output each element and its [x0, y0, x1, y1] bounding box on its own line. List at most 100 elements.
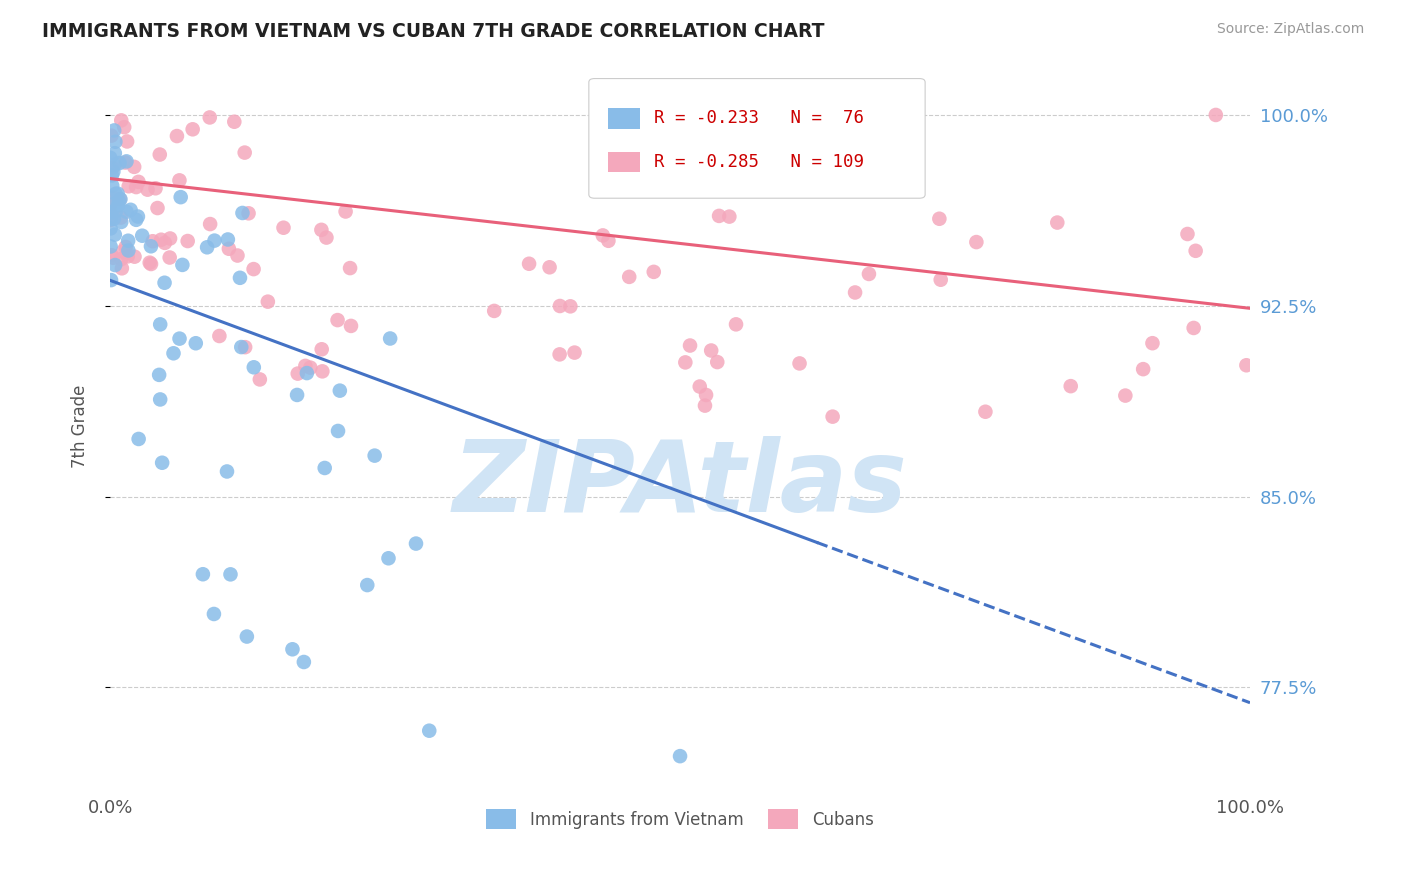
- Point: [101, 161, 124, 175]
- Point: [198, 111, 221, 125]
- Point: [273, 220, 295, 235]
- Point: [100, 239, 122, 253]
- Point: [98, 151, 121, 165]
- Point: [204, 234, 226, 248]
- Point: [159, 251, 181, 265]
- Point: [150, 233, 173, 247]
- Point: [110, 215, 132, 229]
- Point: [928, 211, 950, 226]
- Point: [208, 329, 231, 343]
- Point: [242, 262, 264, 277]
- Point: [107, 198, 129, 212]
- Point: [707, 209, 730, 223]
- Point: [517, 257, 540, 271]
- Point: [281, 642, 304, 657]
- Point: [150, 456, 173, 470]
- Point: [198, 217, 221, 231]
- Point: [104, 258, 127, 272]
- Point: [111, 244, 134, 259]
- Point: [356, 578, 378, 592]
- Point: [100, 206, 122, 220]
- Point: [105, 203, 128, 218]
- Point: [1114, 388, 1136, 402]
- Point: [166, 129, 188, 144]
- Point: [215, 465, 238, 479]
- Point: [821, 409, 844, 424]
- Point: [101, 197, 124, 211]
- Point: [128, 432, 150, 446]
- Point: [117, 234, 139, 248]
- Point: [104, 227, 127, 242]
- Point: [548, 299, 571, 313]
- Point: [120, 202, 142, 217]
- Point: [238, 206, 260, 220]
- Point: [965, 235, 987, 249]
- Point: [418, 723, 440, 738]
- Point: [162, 346, 184, 360]
- Point: [484, 304, 506, 318]
- Point: [104, 186, 127, 201]
- Point: [148, 368, 170, 382]
- Point: [844, 285, 866, 300]
- Point: [170, 190, 193, 204]
- Point: [125, 212, 148, 227]
- Point: [108, 192, 131, 206]
- Point: [104, 135, 127, 149]
- Point: [669, 749, 692, 764]
- Point: [142, 234, 165, 248]
- Point: [100, 128, 122, 143]
- Point: [122, 160, 145, 174]
- Point: [139, 257, 162, 271]
- Point: [598, 234, 620, 248]
- Point: [100, 205, 122, 219]
- Point: [110, 113, 132, 128]
- Point: [145, 181, 167, 195]
- Point: [103, 211, 125, 226]
- Point: [112, 120, 135, 135]
- Point: [159, 231, 181, 245]
- Point: [125, 180, 148, 194]
- Point: [679, 338, 702, 352]
- FancyBboxPatch shape: [609, 108, 640, 128]
- Point: [131, 228, 153, 243]
- Point: [326, 313, 349, 327]
- Legend: Immigrants from Vietnam, Cubans: Immigrants from Vietnam, Cubans: [479, 803, 880, 835]
- Point: [340, 318, 363, 333]
- Point: [643, 181, 665, 195]
- Point: [103, 251, 125, 265]
- Point: [1046, 216, 1069, 230]
- Point: [101, 169, 124, 183]
- Text: R = -0.285   N = 109: R = -0.285 N = 109: [654, 153, 863, 171]
- Point: [233, 145, 256, 160]
- Point: [789, 356, 811, 370]
- Point: [724, 318, 747, 332]
- Point: [315, 230, 337, 244]
- Point: [98, 198, 121, 212]
- Point: [111, 261, 134, 276]
- Text: ZIPAtlas: ZIPAtlas: [453, 436, 907, 533]
- Point: [974, 405, 997, 419]
- Point: [693, 399, 716, 413]
- Point: [285, 388, 308, 402]
- Point: [108, 156, 131, 170]
- Point: [103, 158, 125, 172]
- Point: [858, 267, 880, 281]
- Point: [329, 384, 352, 398]
- Point: [643, 265, 665, 279]
- Point: [114, 240, 136, 254]
- Point: [108, 194, 131, 209]
- Point: [311, 364, 333, 378]
- Point: [405, 536, 427, 550]
- Point: [184, 336, 207, 351]
- Point: [100, 273, 122, 287]
- Point: [718, 210, 741, 224]
- Point: [176, 234, 198, 248]
- Point: [224, 114, 246, 128]
- Point: [110, 192, 132, 206]
- Point: [314, 461, 336, 475]
- Y-axis label: 7th Grade: 7th Grade: [72, 385, 89, 468]
- Point: [191, 567, 214, 582]
- Point: [1177, 227, 1199, 241]
- Point: [100, 221, 122, 235]
- Point: [103, 164, 125, 178]
